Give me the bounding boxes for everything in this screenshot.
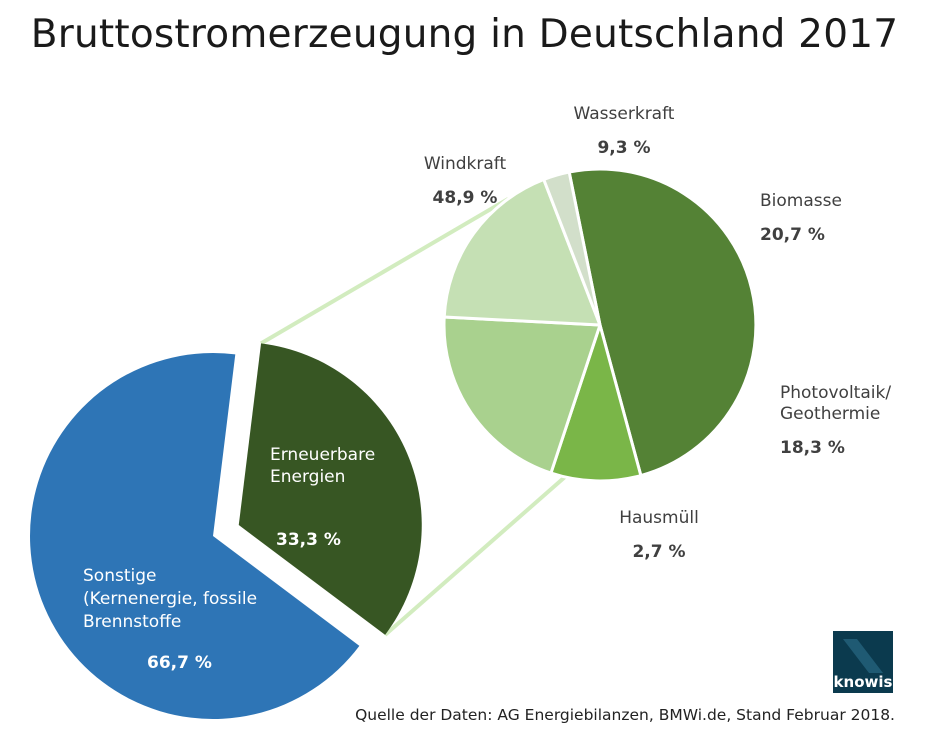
label-text-windkraft: Windkraft bbox=[424, 154, 507, 174]
slice-photovoltaik bbox=[442, 177, 602, 327]
label-text-sonstige-2: Brennstoffe bbox=[83, 612, 181, 632]
label-text-sonstige-1: (Kernenergie, fossile bbox=[83, 589, 257, 609]
slice-windkraft bbox=[567, 167, 758, 478]
label-text-photovoltaik: Photovoltaik/ bbox=[780, 383, 891, 403]
label-biomasse: Biomasse 20,7 % bbox=[760, 191, 842, 245]
label-text-erneuerbare: Erneuerbare bbox=[270, 445, 375, 465]
label-hausm-ll: Hausmüll 2,7 % bbox=[619, 508, 699, 562]
logo-text: knowis bbox=[833, 673, 893, 691]
knowis-logo: knowis bbox=[833, 631, 893, 693]
slice-biomasse bbox=[442, 315, 602, 475]
connector-lines bbox=[260, 197, 567, 637]
value-label-erneuerbare: 33,3 % bbox=[276, 530, 341, 550]
value-label-windkraft: 48,9 % bbox=[433, 188, 498, 208]
value-label-wasserkraft: 9,3 % bbox=[597, 138, 650, 158]
label-text-sonstige: Sonstige bbox=[83, 566, 156, 586]
value-label-sonstige: 66,7 % bbox=[147, 653, 212, 673]
connector-line-top bbox=[260, 197, 510, 346]
logo-mark-icon bbox=[843, 639, 883, 673]
value-label-photovoltaik: 18,3 % bbox=[780, 438, 845, 458]
label-text-biomasse: Biomasse bbox=[760, 191, 842, 211]
slice-wasserkraft bbox=[549, 323, 643, 483]
label-wasserkraft: Wasserkraft 9,3 % bbox=[574, 104, 675, 158]
label-text-wasserkraft: Wasserkraft bbox=[574, 104, 675, 124]
main-pie bbox=[30, 343, 422, 719]
label-photovoltaik: Photovoltaik/Geothermie 18,3 % bbox=[780, 383, 891, 458]
connector-line-bottom bbox=[383, 475, 567, 637]
value-label-hausm-ll: 2,7 % bbox=[632, 542, 685, 562]
label-text-photovoltaik-1: Geothermie bbox=[780, 404, 880, 424]
label-text-hausm-ll: Hausmüll bbox=[619, 508, 699, 528]
chart-title: Bruttostromerzeugung in Deutschland 2017 bbox=[30, 12, 899, 57]
source-note: Quelle der Daten: AG Energiebilanzen, BM… bbox=[355, 706, 895, 724]
value-label-biomasse: 20,7 % bbox=[760, 225, 825, 245]
sub-pie bbox=[442, 167, 758, 483]
label-text-erneuerbare-1: Energien bbox=[270, 467, 345, 487]
slice-erneuerbare bbox=[238, 343, 422, 635]
label-sonstige: Sonstige (Kernenergie, fossile Brennstoffe… bbox=[83, 566, 257, 673]
label-windkraft: Windkraft 48,9 % bbox=[424, 154, 507, 208]
slice-sonstige bbox=[30, 352, 360, 719]
slice-hausm-ll bbox=[542, 170, 602, 327]
